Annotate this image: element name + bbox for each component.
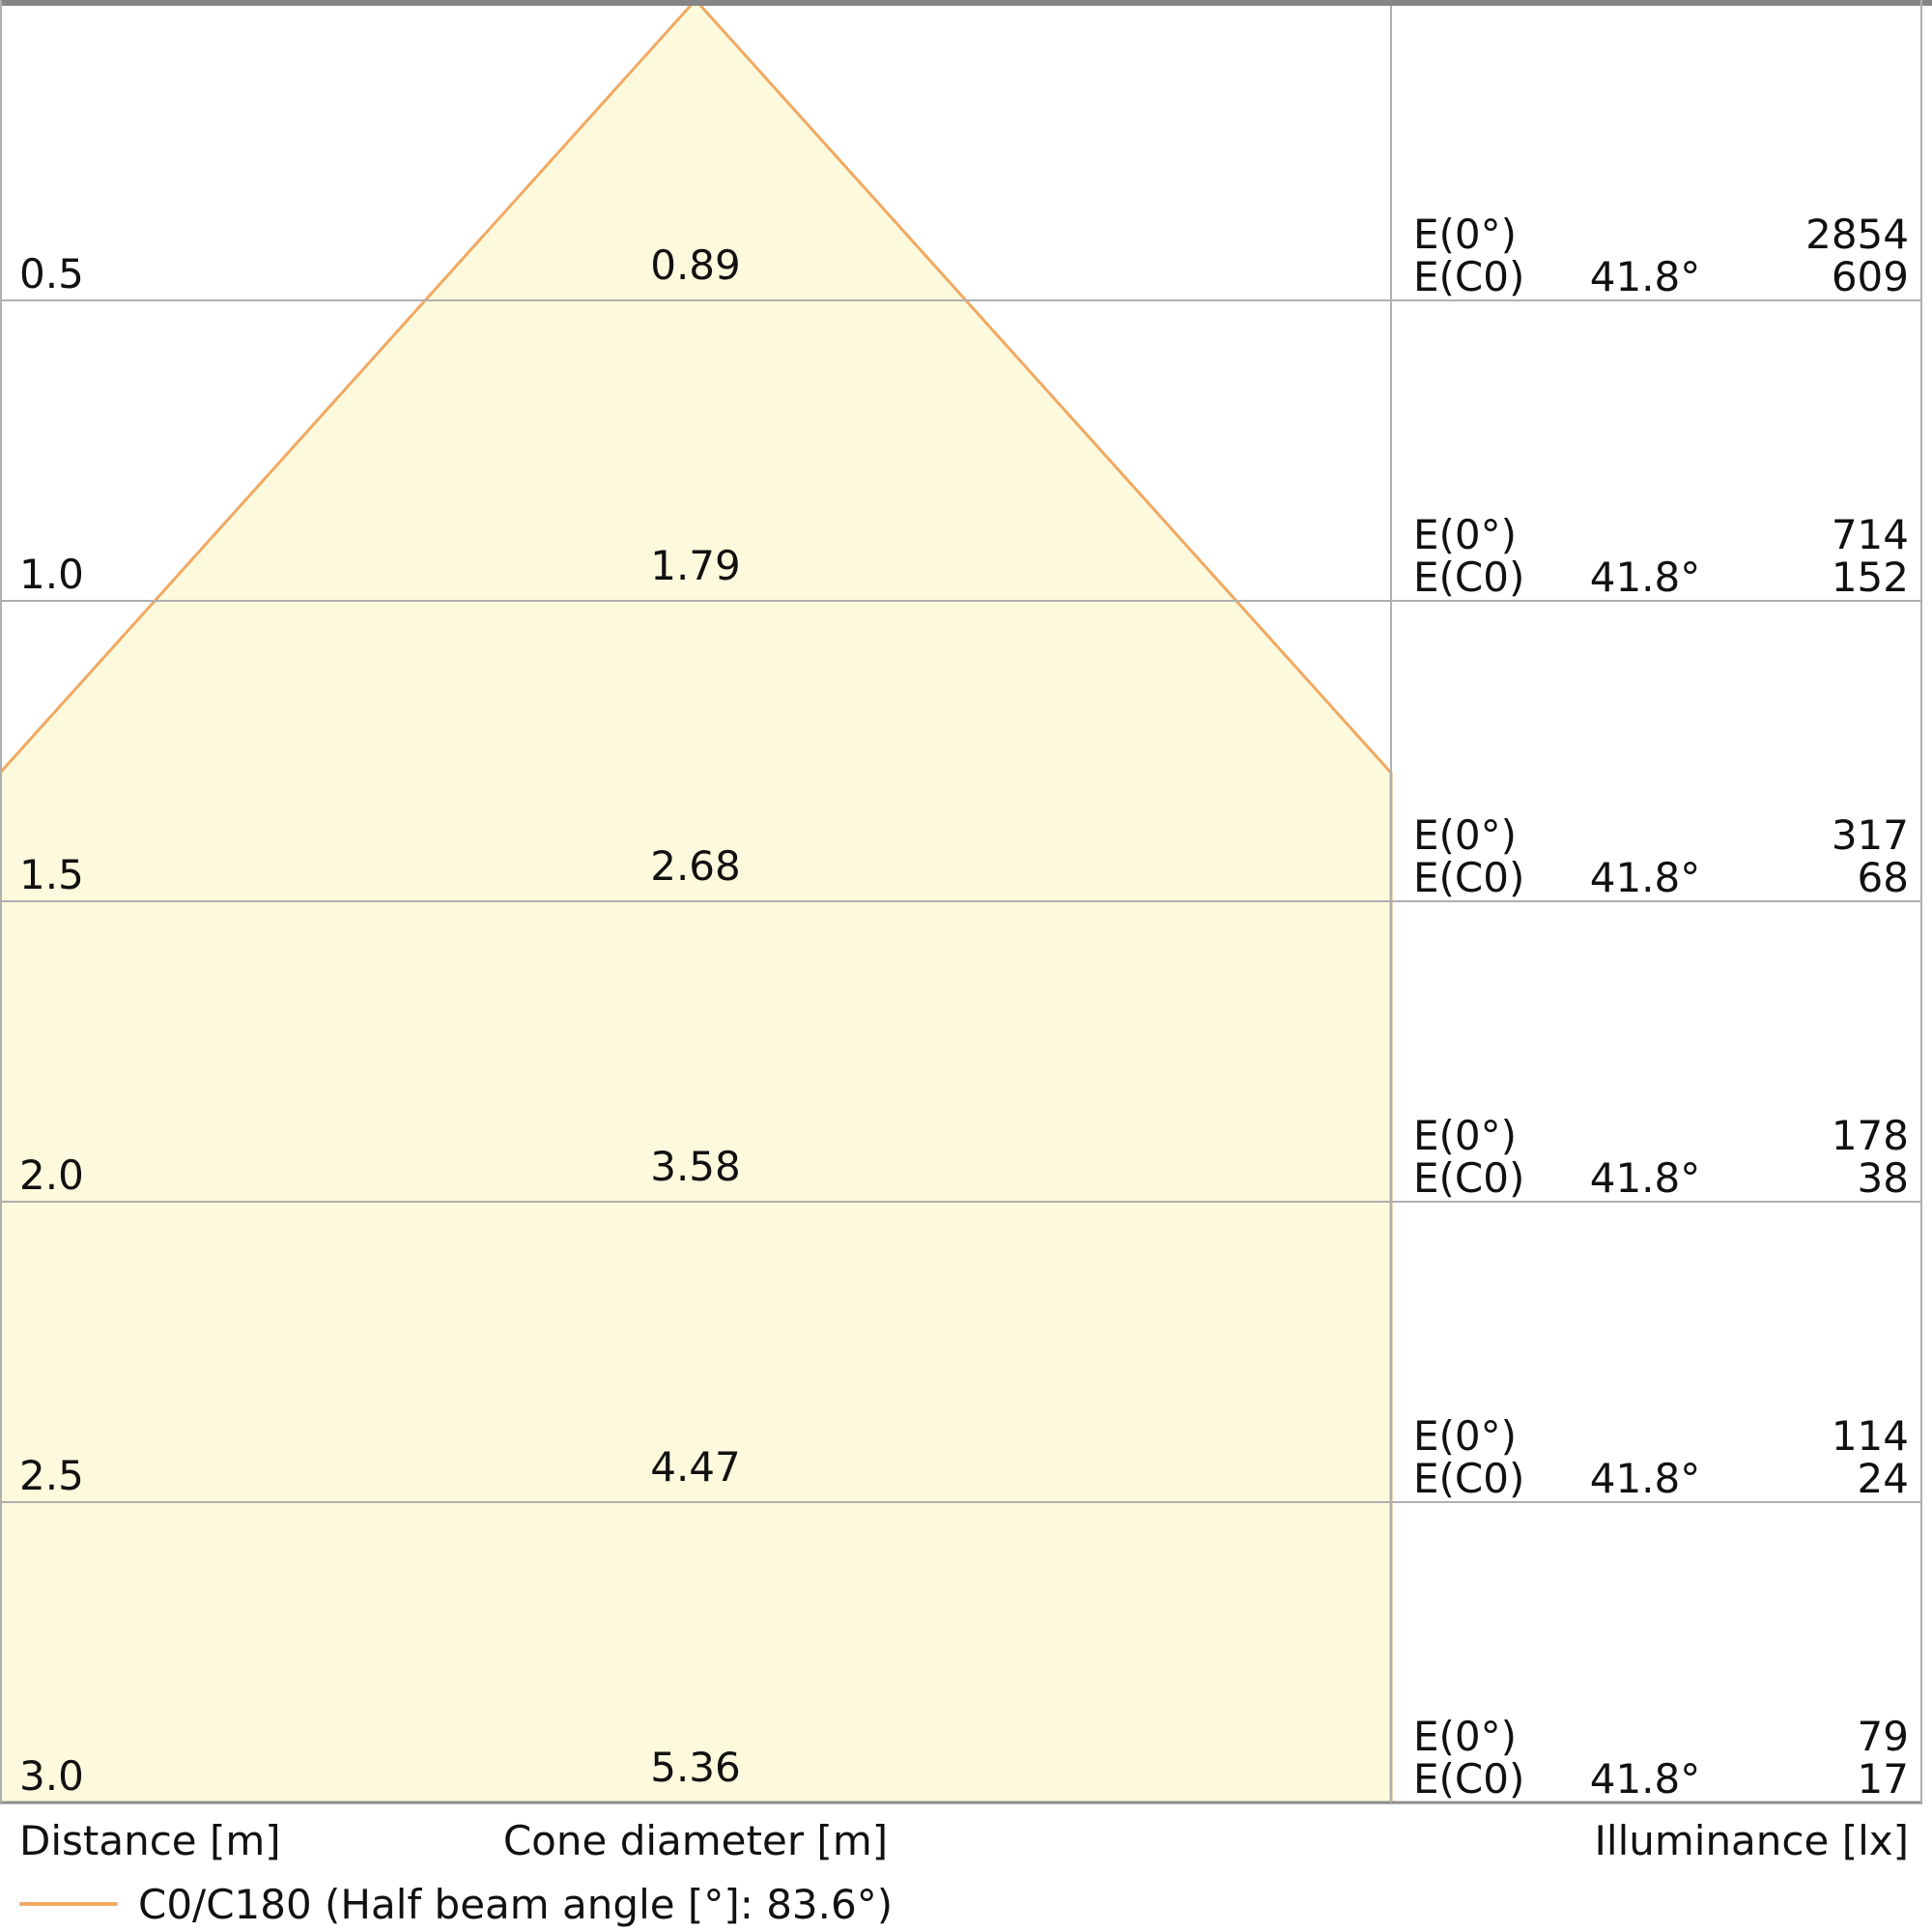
e0-illuminance-value: 2854 bbox=[1805, 211, 1909, 258]
cone-chart-canvas bbox=[0, 0, 1932, 1804]
ec0-label: E(C0) bbox=[1413, 854, 1525, 901]
ec0-label: E(C0) bbox=[1413, 554, 1525, 601]
e0-label: E(0°) bbox=[1413, 1713, 1518, 1760]
beam-angle-value: 41.8° bbox=[1589, 854, 1701, 901]
ec0-label: E(C0) bbox=[1413, 1154, 1525, 1202]
beam-angle-value: 41.8° bbox=[1589, 554, 1701, 601]
ec0-illuminance-value: 152 bbox=[1831, 554, 1909, 601]
e0-illuminance-value: 178 bbox=[1831, 1112, 1909, 1159]
ec0-label: E(C0) bbox=[1413, 1755, 1525, 1803]
e0-label: E(0°) bbox=[1413, 1112, 1518, 1159]
e0-illuminance-value: 317 bbox=[1831, 811, 1909, 859]
e0-label: E(0°) bbox=[1413, 211, 1518, 258]
distance-value: 1.5 bbox=[19, 851, 84, 898]
legend-label: C0/C180 (Half beam angle [°]: 83.6°) bbox=[138, 1881, 894, 1928]
distance-value: 2.0 bbox=[19, 1151, 84, 1199]
cone-diameter-value: 5.36 bbox=[650, 1744, 741, 1791]
beam-angle-value: 41.8° bbox=[1589, 1755, 1701, 1803]
distance-value: 0.5 bbox=[19, 250, 84, 298]
cone-diameter-value: 2.68 bbox=[650, 842, 741, 890]
ec0-label: E(C0) bbox=[1413, 253, 1525, 300]
distance-value: 1.0 bbox=[19, 551, 84, 598]
distance-value: 2.5 bbox=[19, 1452, 84, 1499]
e0-illuminance-value: 114 bbox=[1831, 1412, 1909, 1460]
cone-diameter-value: 3.58 bbox=[650, 1143, 741, 1190]
e0-label: E(0°) bbox=[1413, 1412, 1518, 1460]
ec0-illuminance-value: 24 bbox=[1857, 1455, 1909, 1502]
cone-diameter-axis-caption: Cone diameter [m] bbox=[502, 1817, 889, 1864]
e0-label: E(0°) bbox=[1413, 811, 1518, 859]
ec0-illuminance-value: 609 bbox=[1831, 253, 1909, 300]
beam-angle-value: 41.8° bbox=[1589, 1455, 1701, 1502]
cone-diameter-value: 1.79 bbox=[650, 542, 741, 589]
distance-axis-caption: Distance [m] bbox=[19, 1817, 281, 1864]
legend-line-swatch bbox=[19, 1902, 118, 1906]
e0-illuminance-value: 79 bbox=[1857, 1713, 1909, 1760]
e0-label: E(0°) bbox=[1413, 511, 1518, 558]
cone-diameter-value: 4.47 bbox=[650, 1443, 741, 1491]
cone-diameter-value: 0.89 bbox=[650, 242, 741, 289]
ec0-illuminance-value: 68 bbox=[1857, 854, 1909, 901]
ec0-label: E(C0) bbox=[1413, 1455, 1525, 1502]
beam-angle-value: 41.8° bbox=[1589, 1154, 1701, 1202]
ec0-illuminance-value: 38 bbox=[1857, 1154, 1909, 1202]
e0-illuminance-value: 714 bbox=[1831, 511, 1909, 558]
distance-value: 3.0 bbox=[19, 1752, 84, 1800]
ec0-illuminance-value: 17 bbox=[1857, 1755, 1909, 1803]
illuminance-axis-caption: Illuminance [lx] bbox=[1594, 1817, 1909, 1864]
beam-angle-value: 41.8° bbox=[1589, 253, 1701, 300]
